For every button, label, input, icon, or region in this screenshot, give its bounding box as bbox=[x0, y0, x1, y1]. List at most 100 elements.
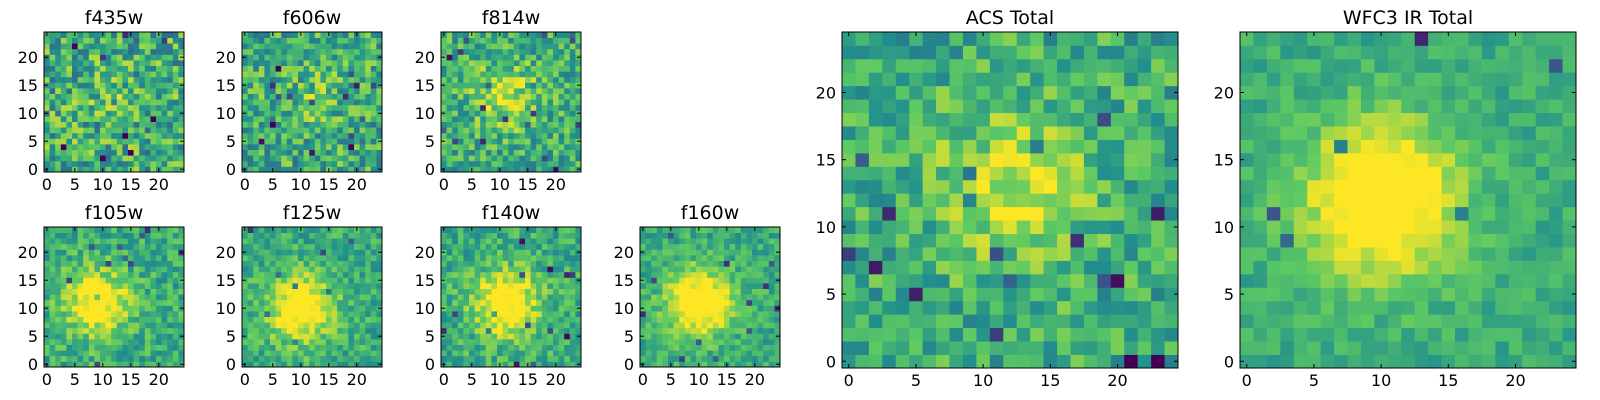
heatmap-cell bbox=[94, 305, 101, 312]
heatmap-cell bbox=[156, 299, 162, 306]
heatmap-cell bbox=[72, 104, 78, 111]
heatmap-cell bbox=[376, 350, 383, 357]
heatmap-cell bbox=[724, 277, 730, 284]
heatmap-cell bbox=[60, 144, 67, 150]
heatmap-cell bbox=[1043, 179, 1058, 194]
heatmap-cell bbox=[303, 88, 310, 94]
heatmap-cell bbox=[247, 160, 254, 167]
heatmap-cell bbox=[94, 255, 101, 261]
heatmap-cell bbox=[575, 88, 582, 94]
heatmap-cell bbox=[446, 255, 453, 261]
heatmap-cell bbox=[314, 104, 321, 111]
heatmap-cell bbox=[49, 144, 56, 150]
axes-frame bbox=[639, 226, 781, 368]
heatmap-cell bbox=[105, 238, 112, 245]
heatmap-cell bbox=[167, 99, 174, 106]
heatmap-cell bbox=[77, 149, 84, 156]
heatmap-cell bbox=[541, 299, 548, 306]
heatmap-cell bbox=[457, 127, 464, 134]
heatmap-cell bbox=[348, 93, 355, 100]
heatmap-cell bbox=[558, 43, 565, 50]
heatmap-cell bbox=[44, 271, 50, 278]
heatmap-cell bbox=[441, 48, 447, 55]
heatmap-cell bbox=[922, 233, 937, 248]
heatmap-cell bbox=[128, 104, 134, 111]
heatmap-cell bbox=[348, 37, 355, 44]
heatmap-cell bbox=[270, 127, 276, 134]
heatmap-cell bbox=[370, 71, 377, 78]
heatmap-cell bbox=[303, 288, 310, 295]
heatmap-cell bbox=[757, 249, 764, 256]
heatmap-cell bbox=[286, 277, 293, 284]
heatmap-cell bbox=[656, 260, 663, 267]
heatmap-cell bbox=[77, 249, 84, 256]
heatmap-cell bbox=[359, 322, 366, 329]
heatmap-cell bbox=[525, 138, 531, 145]
heatmap-cell bbox=[281, 60, 288, 66]
heatmap-cell bbox=[77, 104, 84, 111]
heatmap-cell bbox=[178, 99, 185, 106]
heatmap-cell bbox=[662, 361, 669, 368]
heatmap-cell bbox=[463, 361, 470, 368]
heatmap-cell bbox=[480, 327, 487, 334]
heatmap-cell bbox=[314, 160, 321, 167]
heatmap-cell bbox=[1083, 247, 1098, 261]
heatmap-cell bbox=[94, 260, 101, 267]
heatmap-cell bbox=[497, 266, 503, 273]
heatmap-cell bbox=[161, 266, 168, 273]
heatmap-cell bbox=[270, 82, 276, 89]
heatmap-cell bbox=[575, 260, 582, 267]
heatmap-cell bbox=[116, 283, 123, 289]
heatmap-cell bbox=[178, 327, 185, 334]
heatmap-cell bbox=[49, 322, 56, 329]
heatmap-cell bbox=[718, 271, 725, 278]
heatmap-cell bbox=[88, 76, 95, 83]
heatmap-cell bbox=[668, 299, 674, 306]
heatmap-cell bbox=[376, 311, 383, 317]
heatmap-cell bbox=[541, 266, 548, 273]
heatmap-cell bbox=[855, 206, 870, 221]
heatmap-cell bbox=[701, 227, 708, 233]
heatmap-cell bbox=[128, 127, 134, 134]
heatmap-cell bbox=[640, 299, 646, 306]
heatmap-cell bbox=[707, 361, 714, 368]
heatmap-cell bbox=[122, 271, 129, 278]
heatmap-cell bbox=[502, 155, 509, 162]
heatmap-cell bbox=[558, 71, 565, 78]
heatmap-cell bbox=[94, 350, 101, 357]
heatmap-cell bbox=[882, 260, 897, 275]
heatmap-cell bbox=[49, 266, 56, 273]
heatmap-cell bbox=[718, 322, 725, 329]
heatmap-cell bbox=[480, 116, 487, 122]
x-tick-label: 0 bbox=[240, 175, 250, 194]
heatmap-cell bbox=[105, 288, 112, 295]
heatmap-cell bbox=[264, 227, 271, 233]
heatmap-cell bbox=[553, 266, 559, 273]
heatmap-cell bbox=[133, 144, 140, 150]
heatmap-cell bbox=[536, 43, 543, 50]
heatmap-cell bbox=[1110, 287, 1125, 302]
heatmap-cell bbox=[497, 355, 503, 362]
heatmap-cell bbox=[242, 350, 248, 357]
heatmap-cell bbox=[116, 132, 123, 139]
heatmap-cell bbox=[1097, 166, 1112, 181]
heatmap-cell bbox=[66, 37, 73, 44]
heatmap-cell bbox=[513, 255, 520, 261]
heatmap-cell bbox=[497, 138, 503, 145]
heatmap-cell bbox=[508, 88, 515, 94]
heatmap-cell bbox=[281, 149, 288, 156]
heatmap-cell bbox=[167, 160, 174, 167]
heatmap-cell bbox=[936, 179, 950, 194]
heatmap-cell bbox=[463, 333, 470, 340]
heatmap-cell bbox=[314, 149, 321, 156]
heatmap-cell bbox=[178, 149, 185, 156]
heatmap-cell bbox=[281, 260, 288, 267]
heatmap-cell bbox=[530, 311, 537, 317]
heatmap-cell bbox=[100, 160, 106, 167]
heatmap-cell bbox=[342, 65, 349, 72]
heatmap-cell bbox=[541, 88, 548, 94]
heatmap-cell bbox=[547, 82, 554, 89]
heatmap-cell bbox=[480, 149, 487, 156]
x-tick-label: 10 bbox=[490, 370, 510, 389]
heatmap-cell bbox=[116, 333, 123, 340]
